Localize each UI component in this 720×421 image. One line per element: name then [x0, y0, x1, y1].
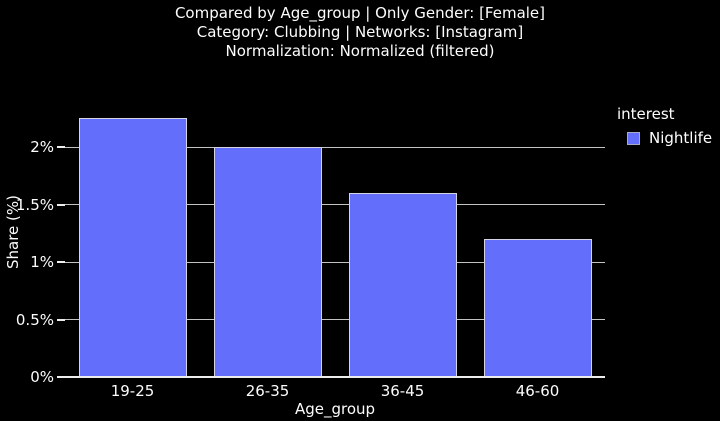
y-tick-label-2%: 2% [30, 138, 54, 156]
bar-46-60[interactable] [483, 239, 592, 377]
y-tick-mark-2% [57, 146, 65, 148]
bar-19-25[interactable] [78, 118, 187, 377]
x-tick-label-36-45: 36-45 [380, 382, 425, 400]
gridline-1 [65, 261, 605, 263]
bar-26-35[interactable] [213, 147, 322, 377]
y-tick-label-0.5%: 0.5% [15, 310, 54, 329]
x-tick-label-46-60: 46-60 [515, 382, 560, 400]
y-tick-mark-0.5% [57, 318, 65, 321]
y-axis-title: Share (%) [4, 87, 22, 377]
x-tick-label-19-25: 19-25 [110, 382, 155, 400]
gridline-0.5 [65, 319, 605, 320]
plot-area [65, 87, 605, 378]
y-tick-label-1.5%: 1.5% [15, 195, 54, 214]
legend-item-label: Nightlife [649, 129, 713, 147]
x-tick-label-26-35: 26-35 [245, 382, 290, 400]
legend-item-nightlife[interactable]: Nightlife [627, 129, 712, 147]
gridline-2 [65, 146, 605, 148]
chart-title-line2: Category: Clubbing | Networks: [Instagra… [196, 23, 524, 41]
chart-title: Compared by Age_group | Only Gender: [Fe… [0, 4, 720, 61]
y-tick-label-1%: 1% [30, 253, 54, 271]
legend-title: interest [617, 105, 675, 123]
legend-items: Nightlife [617, 129, 712, 147]
x-axis-title: Age_group [294, 400, 376, 418]
y-tick-mark-1% [57, 261, 65, 263]
chart-title-line3: Normalization: Normalized (filtered) [225, 42, 495, 60]
gridline-1.5 [65, 204, 605, 205]
chart-title-line1: Compared by Age_group | Only Gender: [Fe… [174, 4, 546, 22]
legend: interest Nightlife [617, 105, 712, 147]
x-axis-line [65, 376, 605, 378]
y-tick-label-0%: 0% [30, 368, 54, 386]
y-tick-mark-1.5% [57, 203, 65, 206]
y-tick-mark-0% [57, 376, 65, 378]
legend-swatch-icon [627, 131, 640, 145]
bar-36-45[interactable] [348, 193, 457, 377]
